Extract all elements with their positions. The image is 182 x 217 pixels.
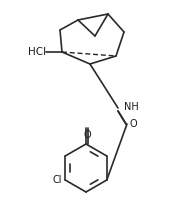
Text: O: O xyxy=(130,119,138,129)
Text: HCl: HCl xyxy=(28,47,46,57)
Text: Cl: Cl xyxy=(53,175,62,185)
Text: NH: NH xyxy=(124,102,139,112)
Text: O: O xyxy=(83,130,91,140)
